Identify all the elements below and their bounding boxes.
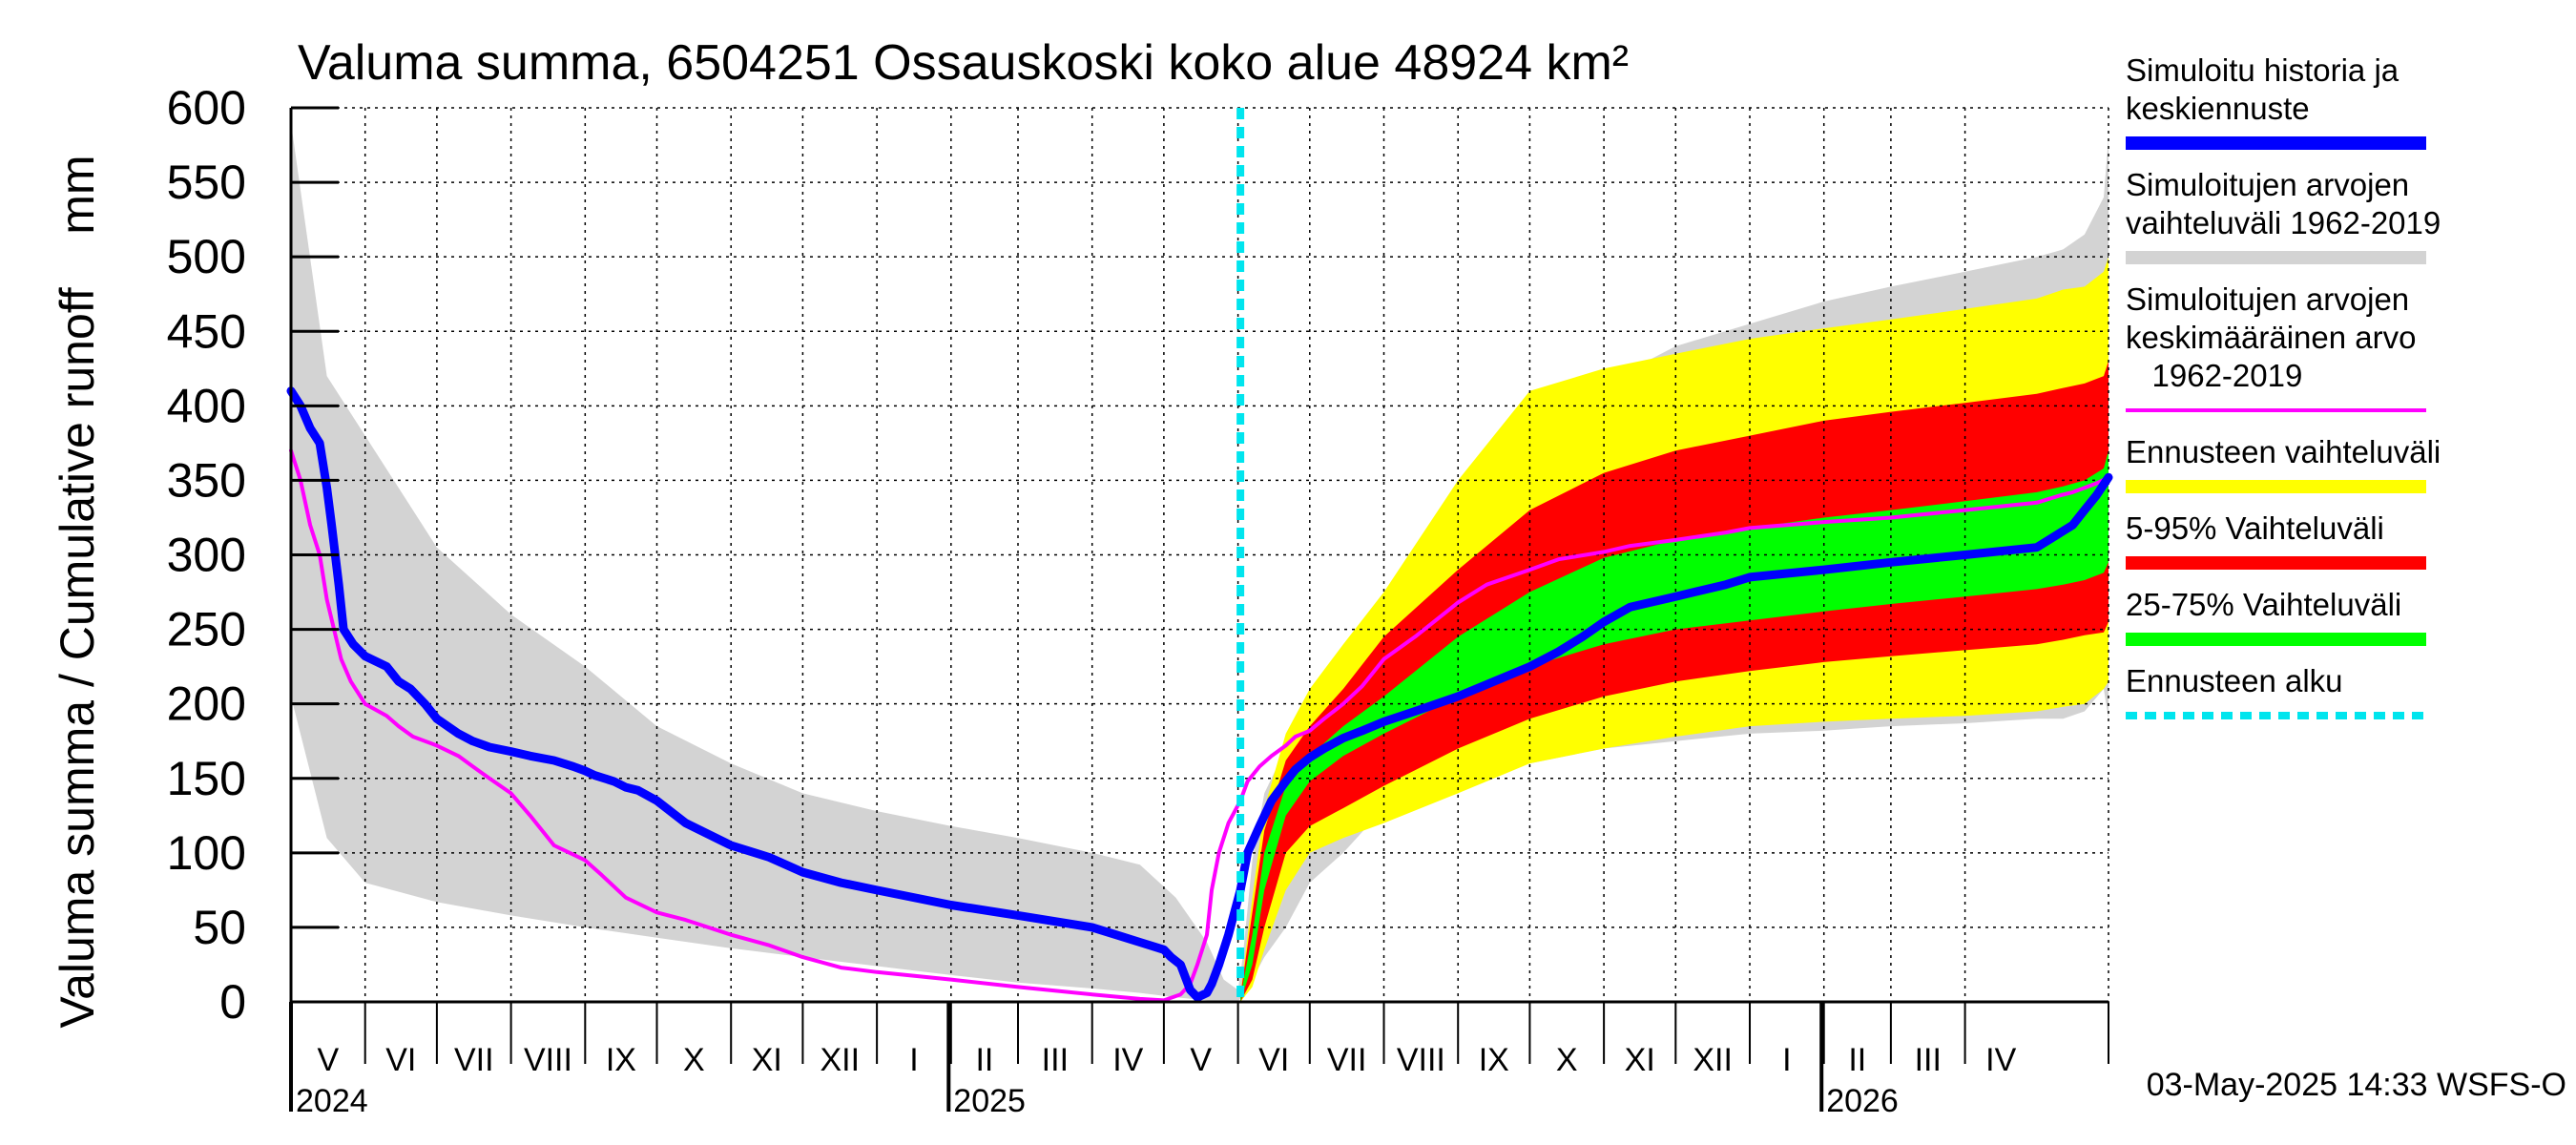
- legend-label-2-2: 1962-2019: [2126, 358, 2302, 393]
- legend-label-2-0: Simuloitujen arvojen: [2126, 281, 2409, 317]
- year-label-2: 2026: [1826, 1083, 1899, 1119]
- y-tick-label-4: 200: [167, 677, 246, 731]
- y-tick-label-2: 100: [167, 826, 246, 880]
- legend-label-3-0: Ennusteen vaihteluväli: [2126, 434, 2441, 469]
- month-label-8: I: [909, 1042, 918, 1078]
- y-tick-label-11: 550: [167, 156, 246, 209]
- band-layer: [291, 122, 2109, 1003]
- month-label-15: VIII: [1397, 1042, 1445, 1078]
- month-label-12: V: [1190, 1042, 1212, 1078]
- legend-label-0-1: keskiennuste: [2126, 91, 2310, 126]
- band-0: [291, 122, 2109, 1003]
- footer-timestamp: 03-May-2025 14:33 WSFS-O: [2147, 1067, 2566, 1103]
- month-label-17: X: [1556, 1042, 1578, 1078]
- month-label-7: XII: [820, 1042, 860, 1078]
- grid-layer: [291, 107, 2109, 1002]
- month-label-23: IV: [1985, 1042, 2016, 1078]
- month-label-21: II: [1848, 1042, 1866, 1078]
- y-tick-label-9: 450: [167, 304, 246, 358]
- year-label-1: 2025: [953, 1083, 1026, 1119]
- month-label-16: IX: [1479, 1042, 1509, 1078]
- y-tick-label-3: 150: [167, 752, 246, 805]
- month-label-19: XII: [1693, 1042, 1733, 1078]
- y-axis-label: Valuma summa / Cumulative runoff mm: [51, 155, 104, 1028]
- month-label-13: VI: [1258, 1042, 1289, 1078]
- month-label-6: XI: [752, 1042, 782, 1078]
- month-label-22: III: [1915, 1042, 1942, 1078]
- month-label-4: IX: [606, 1042, 636, 1078]
- month-label-3: VIII: [524, 1042, 572, 1078]
- legend-label-2-1: keskimääräinen arvo: [2126, 320, 2416, 355]
- month-label-20: I: [1782, 1042, 1791, 1078]
- band-3: [1240, 450, 2109, 1002]
- legend-label-5-0: 25-75% Vaihteluväli: [2126, 587, 2401, 622]
- series-line-1: [286, 386, 2113, 1002]
- month-label-0: V: [318, 1042, 340, 1078]
- legend-label-6-0: Ennusteen alku: [2126, 663, 2343, 698]
- month-label-11: IV: [1112, 1042, 1143, 1078]
- chart-title: Valuma summa, 6504251 Ossauskoski koko a…: [298, 35, 1629, 91]
- legend-label-1-1: vaihteluväli 1962-2019: [2126, 205, 2441, 240]
- series-layer: [286, 108, 2113, 1003]
- month-label-9: II: [975, 1042, 993, 1078]
- legend-label-4-0: 5-95% Vaihteluväli: [2126, 510, 2384, 546]
- month-label-18: XI: [1625, 1042, 1655, 1078]
- y-tick-label-10: 500: [167, 230, 246, 283]
- y-tick-label-8: 400: [167, 379, 246, 432]
- legend-label-1-0: Simuloitujen arvojen: [2126, 167, 2409, 202]
- month-label-10: III: [1042, 1042, 1069, 1078]
- legend-label-0-0: Simuloitu historia ja: [2126, 52, 2399, 88]
- y-tick-label-0: 0: [219, 975, 246, 1029]
- month-label-14: VII: [1327, 1042, 1367, 1078]
- y-tick-label-5: 250: [167, 603, 246, 656]
- y-tick-label-12: 600: [167, 81, 246, 135]
- month-label-5: X: [683, 1042, 705, 1078]
- year-label-0: 2024: [296, 1083, 368, 1119]
- month-label-1: VI: [385, 1042, 416, 1078]
- month-label-2: VII: [454, 1042, 494, 1078]
- y-tick-label-7: 350: [167, 453, 246, 507]
- y-tick-label-6: 300: [167, 529, 246, 582]
- y-tick-label-1: 50: [193, 901, 246, 954]
